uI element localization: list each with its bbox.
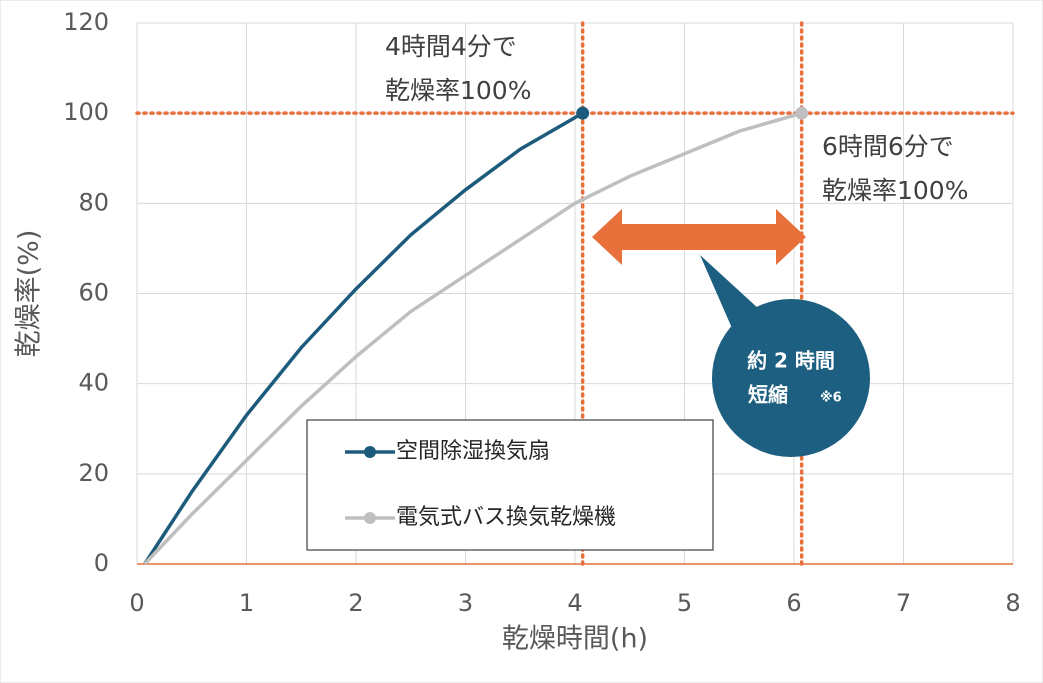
legend-marker [364,446,376,458]
callout-text: 短縮 [748,383,788,407]
x-axis-title: 乾燥時間(h) [502,624,648,655]
callout-note: ※6 [820,391,842,406]
y-tick-label: 60 [78,279,109,307]
legend-marker [364,512,376,524]
y-tick-label: 20 [78,459,109,487]
end-marker [795,106,809,120]
y-tick-label: 80 [78,188,109,216]
y-tick-label: 100 [63,98,109,126]
x-tick-label: 0 [129,589,144,617]
x-tick-label: 6 [786,589,801,617]
annotation: 4時間4分で [385,32,517,61]
y-tick-label: 0 [94,549,109,577]
x-tick-label: 4 [567,589,582,617]
series-line [143,111,803,566]
x-tick-label: 2 [348,589,363,617]
callout-bubble [712,299,870,457]
x-tick-label: 7 [896,589,911,617]
y-axis-title: 乾燥率(%) [14,230,45,358]
x-tick-label: 5 [677,589,692,617]
y-tick-label: 40 [78,369,109,397]
legend-label: 電気式バス換気乾燥機 [396,505,616,530]
x-tick-label: 3 [458,589,473,617]
legend-label: 空間除湿換気扇 [396,439,550,464]
legend-box [306,419,714,551]
x-tick-label: 8 [1005,589,1020,617]
series-line [143,111,584,565]
annotation: 乾燥率100% [385,76,531,105]
double-arrow [592,209,806,265]
end-marker [576,106,590,120]
annotation: 6時間6分で [822,132,954,161]
x-tick-label: 1 [239,589,254,617]
y-tick-label: 120 [63,8,109,36]
callout-text: 約 2 時間 [747,349,835,373]
annotation: 乾燥率100% [822,176,968,205]
